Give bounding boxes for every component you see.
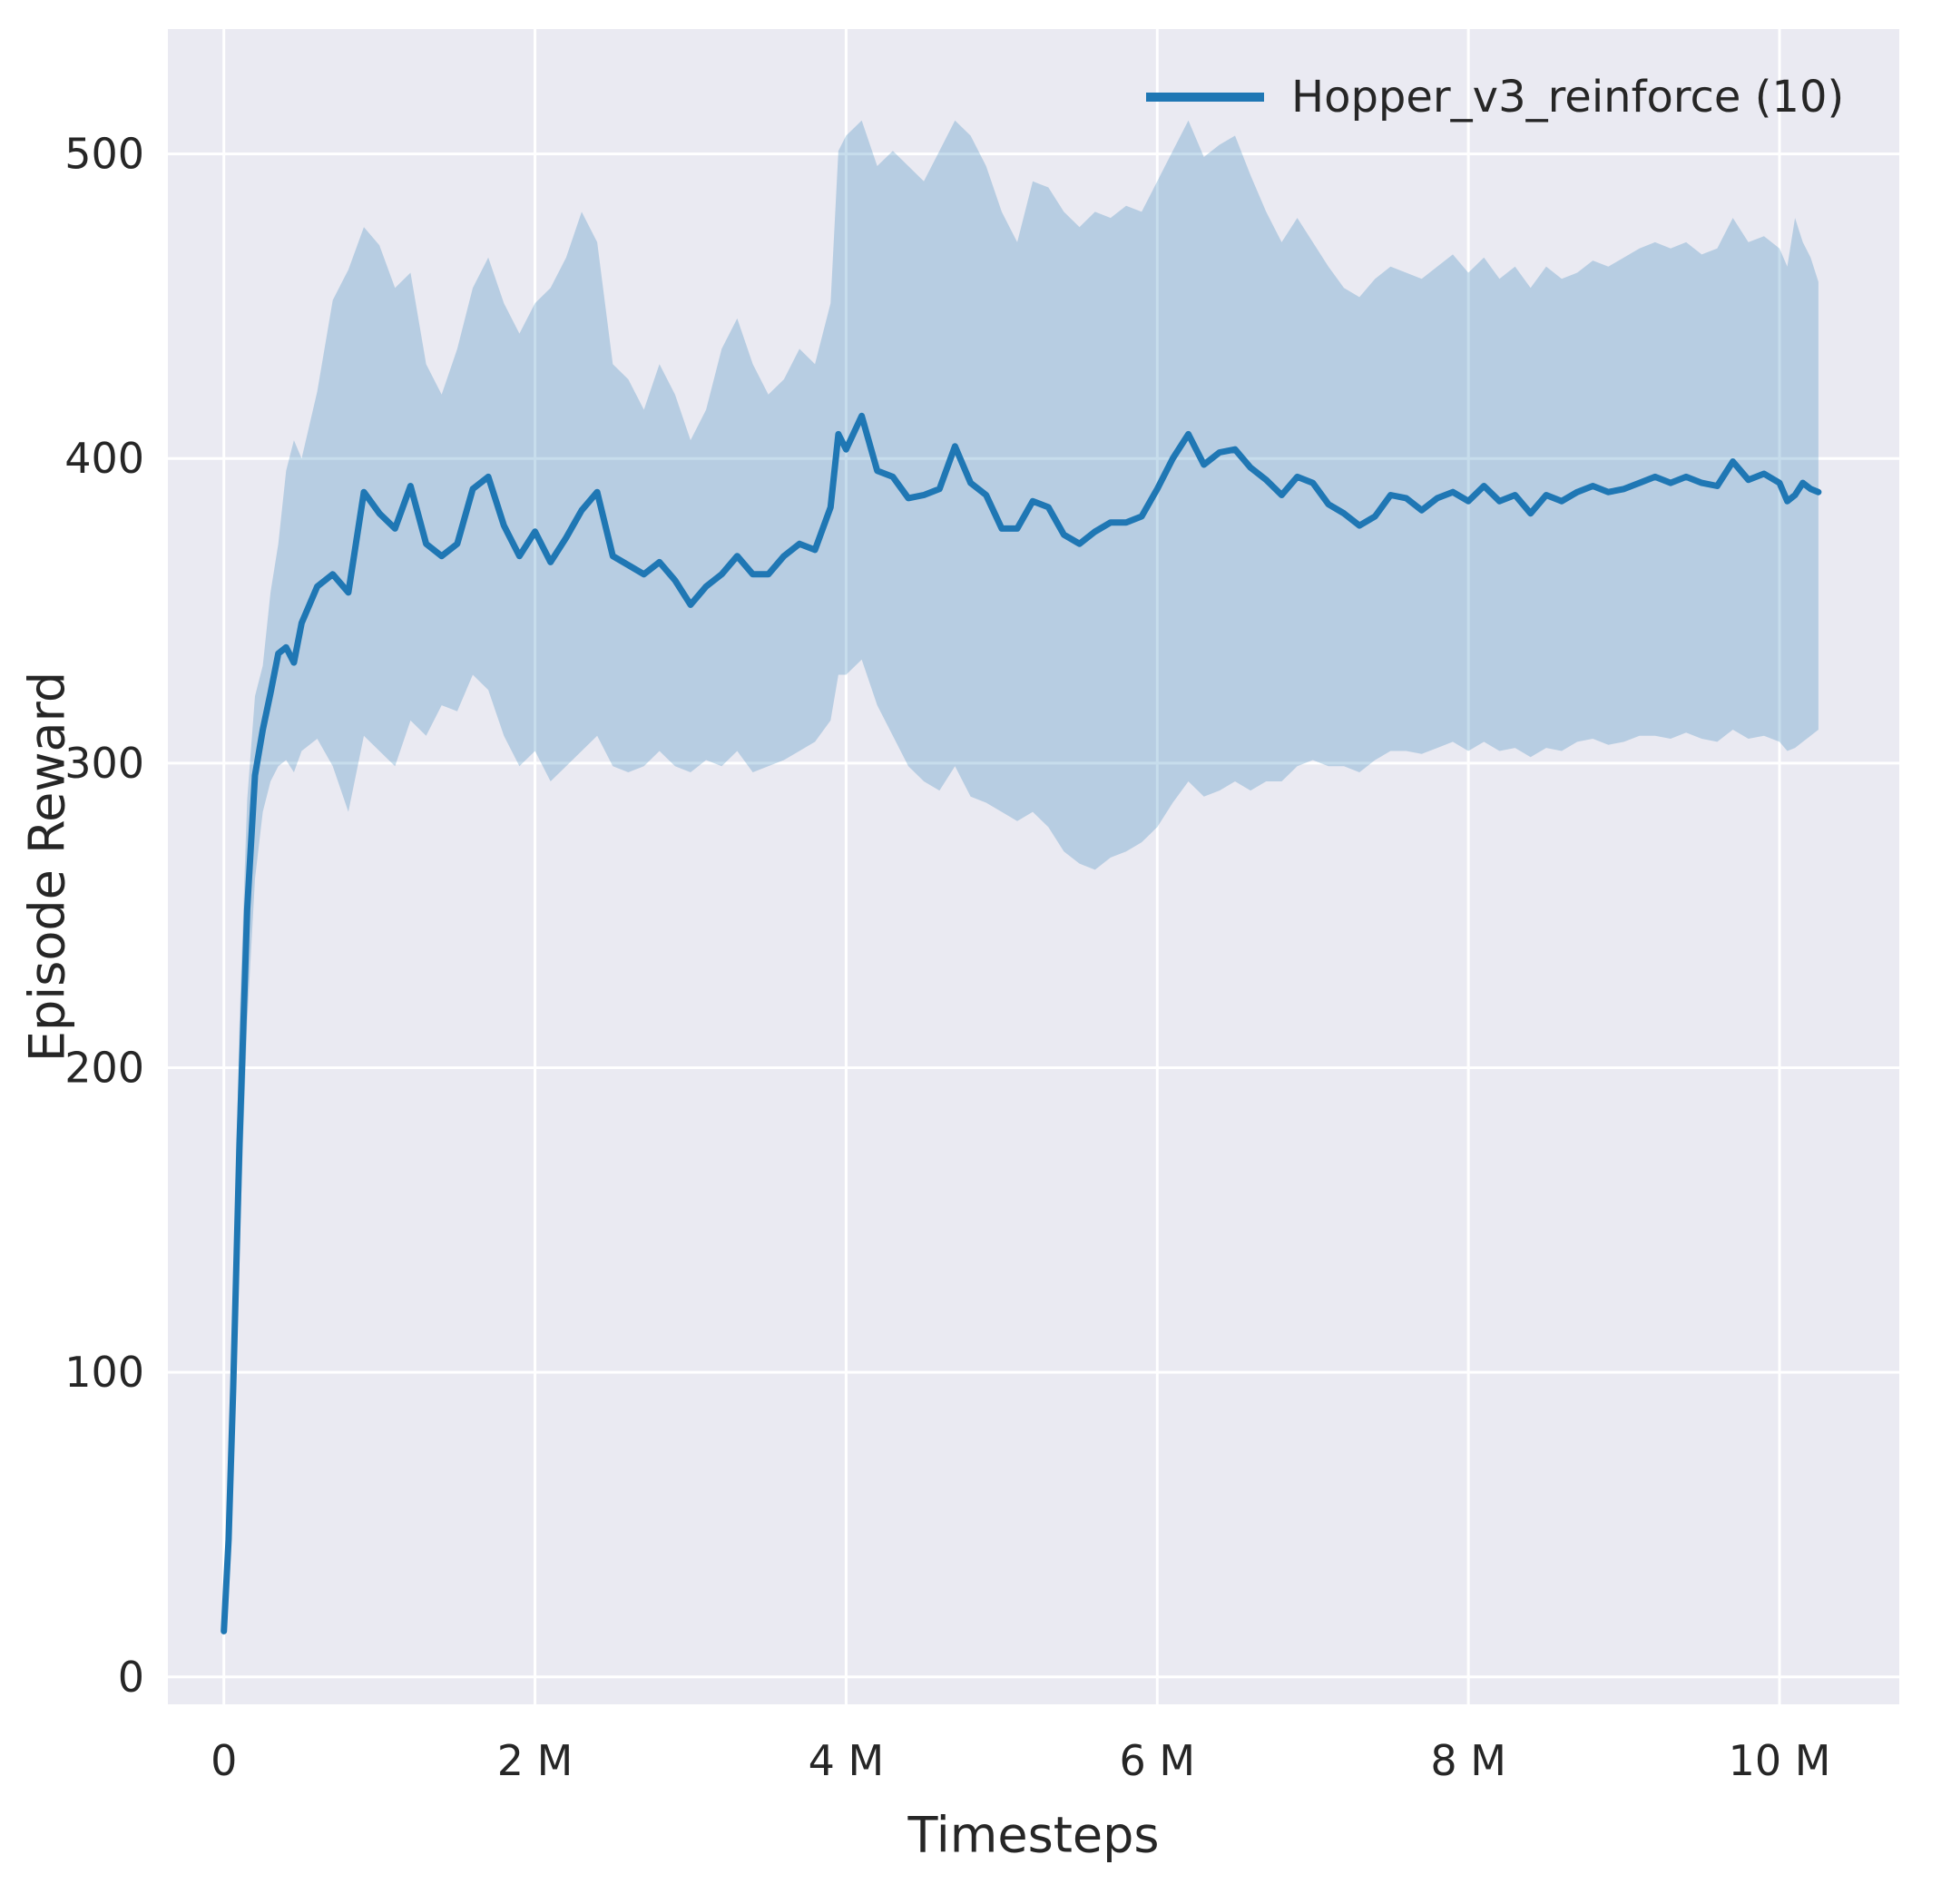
x-tick-label: 2 M — [497, 1736, 574, 1785]
y-tick-label: 500 — [64, 130, 144, 179]
plot-area — [168, 29, 1899, 1704]
x-tick-label: 4 M — [809, 1736, 885, 1785]
confidence-band — [223, 120, 1819, 1638]
legend: Hopper_v3_reinforce (10) — [1146, 72, 1844, 123]
x-tick-label: 8 M — [1430, 1736, 1506, 1785]
x-tick-label: 6 M — [1119, 1736, 1195, 1785]
x-tick-label: 0 — [211, 1736, 237, 1785]
y-tick-label: 400 — [64, 434, 144, 483]
mean-reward-line — [221, 412, 1822, 1634]
y-axis-label: Episode Reward — [19, 672, 76, 1062]
legend-label: Hopper_v3_reinforce (10) — [1291, 72, 1844, 123]
y-tick-label: 0 — [118, 1653, 144, 1702]
x-axis-label: Timesteps — [907, 1807, 1159, 1864]
y-tick-label: 200 — [64, 1044, 144, 1093]
grid — [168, 29, 1899, 1704]
y-tick-label: 300 — [64, 739, 144, 788]
y-tick-label: 100 — [64, 1348, 144, 1397]
x-tick-label: 10 M — [1729, 1736, 1831, 1785]
